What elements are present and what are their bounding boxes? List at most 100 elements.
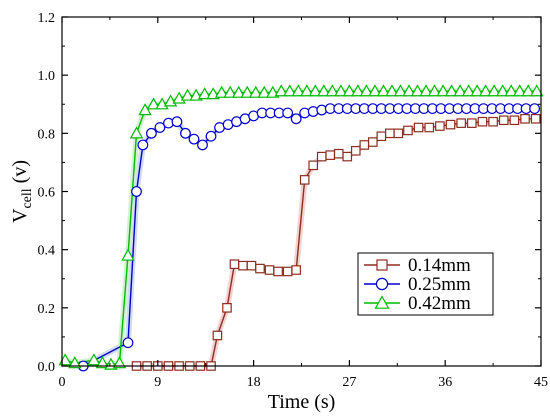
data-point-triangle xyxy=(146,97,161,110)
y-tick-label: 1.0 xyxy=(38,69,56,84)
y-axis-title-main: V xyxy=(9,208,31,223)
y-axis-title-unit: (v) xyxy=(9,160,31,183)
data-point-circle xyxy=(282,107,294,119)
data-point-circle xyxy=(197,139,208,151)
data-point-triangle xyxy=(121,248,135,261)
data-point-triangle xyxy=(410,84,425,97)
data-point-triangle xyxy=(359,84,374,97)
data-point-triangle xyxy=(138,103,152,116)
data-point-square xyxy=(299,175,310,185)
x-tick-label: 18 xyxy=(247,375,261,390)
data-point-triangle xyxy=(495,84,510,97)
data-point-circle xyxy=(180,127,191,139)
data-point-square xyxy=(229,259,240,270)
data-point-square xyxy=(264,265,275,275)
data-point-triangle xyxy=(257,85,271,98)
data-point-triangle xyxy=(231,85,246,98)
data-point-triangle xyxy=(478,84,493,97)
data-point-triangle xyxy=(283,84,297,97)
data-point-triangle xyxy=(470,84,484,97)
data-point-circle xyxy=(122,337,134,349)
data-point-circle xyxy=(171,116,183,128)
data-point-triangle xyxy=(95,356,110,369)
data-point-triangle xyxy=(180,88,195,101)
data-point-square xyxy=(530,113,541,124)
data-point-triangle xyxy=(487,84,501,97)
data-point-square xyxy=(359,140,370,150)
data-point-square xyxy=(413,122,424,133)
data-point-triangle xyxy=(214,85,229,98)
data-point-triangle xyxy=(444,84,459,97)
data-point-square xyxy=(435,121,445,131)
legend-entry-1: 0.25mm xyxy=(364,274,471,295)
series-halo-circle xyxy=(80,105,538,369)
data-point-triangle xyxy=(325,84,340,97)
y-axis-title-subscript: cell xyxy=(20,188,35,208)
series-line-circle xyxy=(82,107,535,367)
axis-ticks xyxy=(61,16,542,367)
data-point-square xyxy=(246,260,257,271)
data-point-circle xyxy=(131,186,142,197)
data-point-square xyxy=(393,128,404,139)
data-point-square xyxy=(255,263,265,274)
data-point-triangle xyxy=(453,84,467,97)
data-point-triangle xyxy=(317,84,331,97)
data-point-triangle xyxy=(112,356,127,369)
data-point-triangle xyxy=(240,85,254,98)
data-point-square xyxy=(212,330,223,341)
data-point-triangle xyxy=(436,84,450,97)
y-tick-label: 0.6 xyxy=(38,186,56,201)
data-point-square xyxy=(273,266,283,277)
data-point-square xyxy=(498,115,509,126)
data-point-circle xyxy=(375,277,389,291)
data-point-square xyxy=(403,125,413,136)
data-point-square xyxy=(291,265,301,275)
data-point-triangle xyxy=(504,84,518,97)
data-point-square xyxy=(325,150,336,160)
data-point-square xyxy=(520,113,530,124)
data-point-triangle xyxy=(342,84,357,97)
data-point-triangle xyxy=(334,84,348,97)
legend-label: 0.42mm xyxy=(408,293,471,314)
x-tick-label: 36 xyxy=(438,375,452,390)
data-point-triangle xyxy=(87,353,101,366)
data-point-circle xyxy=(205,130,217,142)
data-point-square xyxy=(282,266,293,277)
data-point-triangle xyxy=(376,84,391,97)
data-point-square xyxy=(342,151,353,162)
data-point-triangle xyxy=(68,356,82,369)
data-point-triangle xyxy=(274,84,288,97)
y-tick-label: 0.4 xyxy=(38,244,56,259)
data-point-triangle xyxy=(351,84,365,97)
data-point-triangle xyxy=(300,84,314,97)
data-point-square xyxy=(350,145,361,156)
data-point-square xyxy=(368,137,378,147)
data-point-square xyxy=(445,119,456,130)
y-tick-label: 1.2 xyxy=(38,11,56,26)
data-point-triangle xyxy=(402,84,416,97)
legend-swatch-triangle xyxy=(364,295,400,309)
legend-label: 0.25mm xyxy=(408,274,471,295)
data-point-triangle xyxy=(249,85,263,98)
data-point-triangle xyxy=(521,84,535,97)
y-tick-label: 0.0 xyxy=(38,360,56,375)
legend-swatch-circle xyxy=(364,277,400,291)
data-point-square xyxy=(222,303,232,313)
data-point-triangle xyxy=(374,295,390,309)
data-point-square xyxy=(385,128,395,139)
data-point-triangle xyxy=(512,84,527,97)
x-axis-title: Time (s) xyxy=(268,391,336,413)
y-axis-title: Vcell (v) xyxy=(9,160,35,223)
data-point-triangle xyxy=(419,84,433,97)
data-point-circle xyxy=(188,133,200,145)
data-point-triangle xyxy=(197,87,212,100)
data-point-square xyxy=(376,131,387,142)
data-point-square xyxy=(456,118,466,128)
data-point-triangle xyxy=(461,84,476,97)
data-point-triangle xyxy=(368,84,382,97)
data-point-triangle xyxy=(308,84,323,97)
data-point-triangle xyxy=(129,126,144,139)
data-point-circle xyxy=(137,139,149,151)
legend-entry-2: 0.42mm xyxy=(364,293,471,314)
data-point-circle xyxy=(529,103,541,115)
